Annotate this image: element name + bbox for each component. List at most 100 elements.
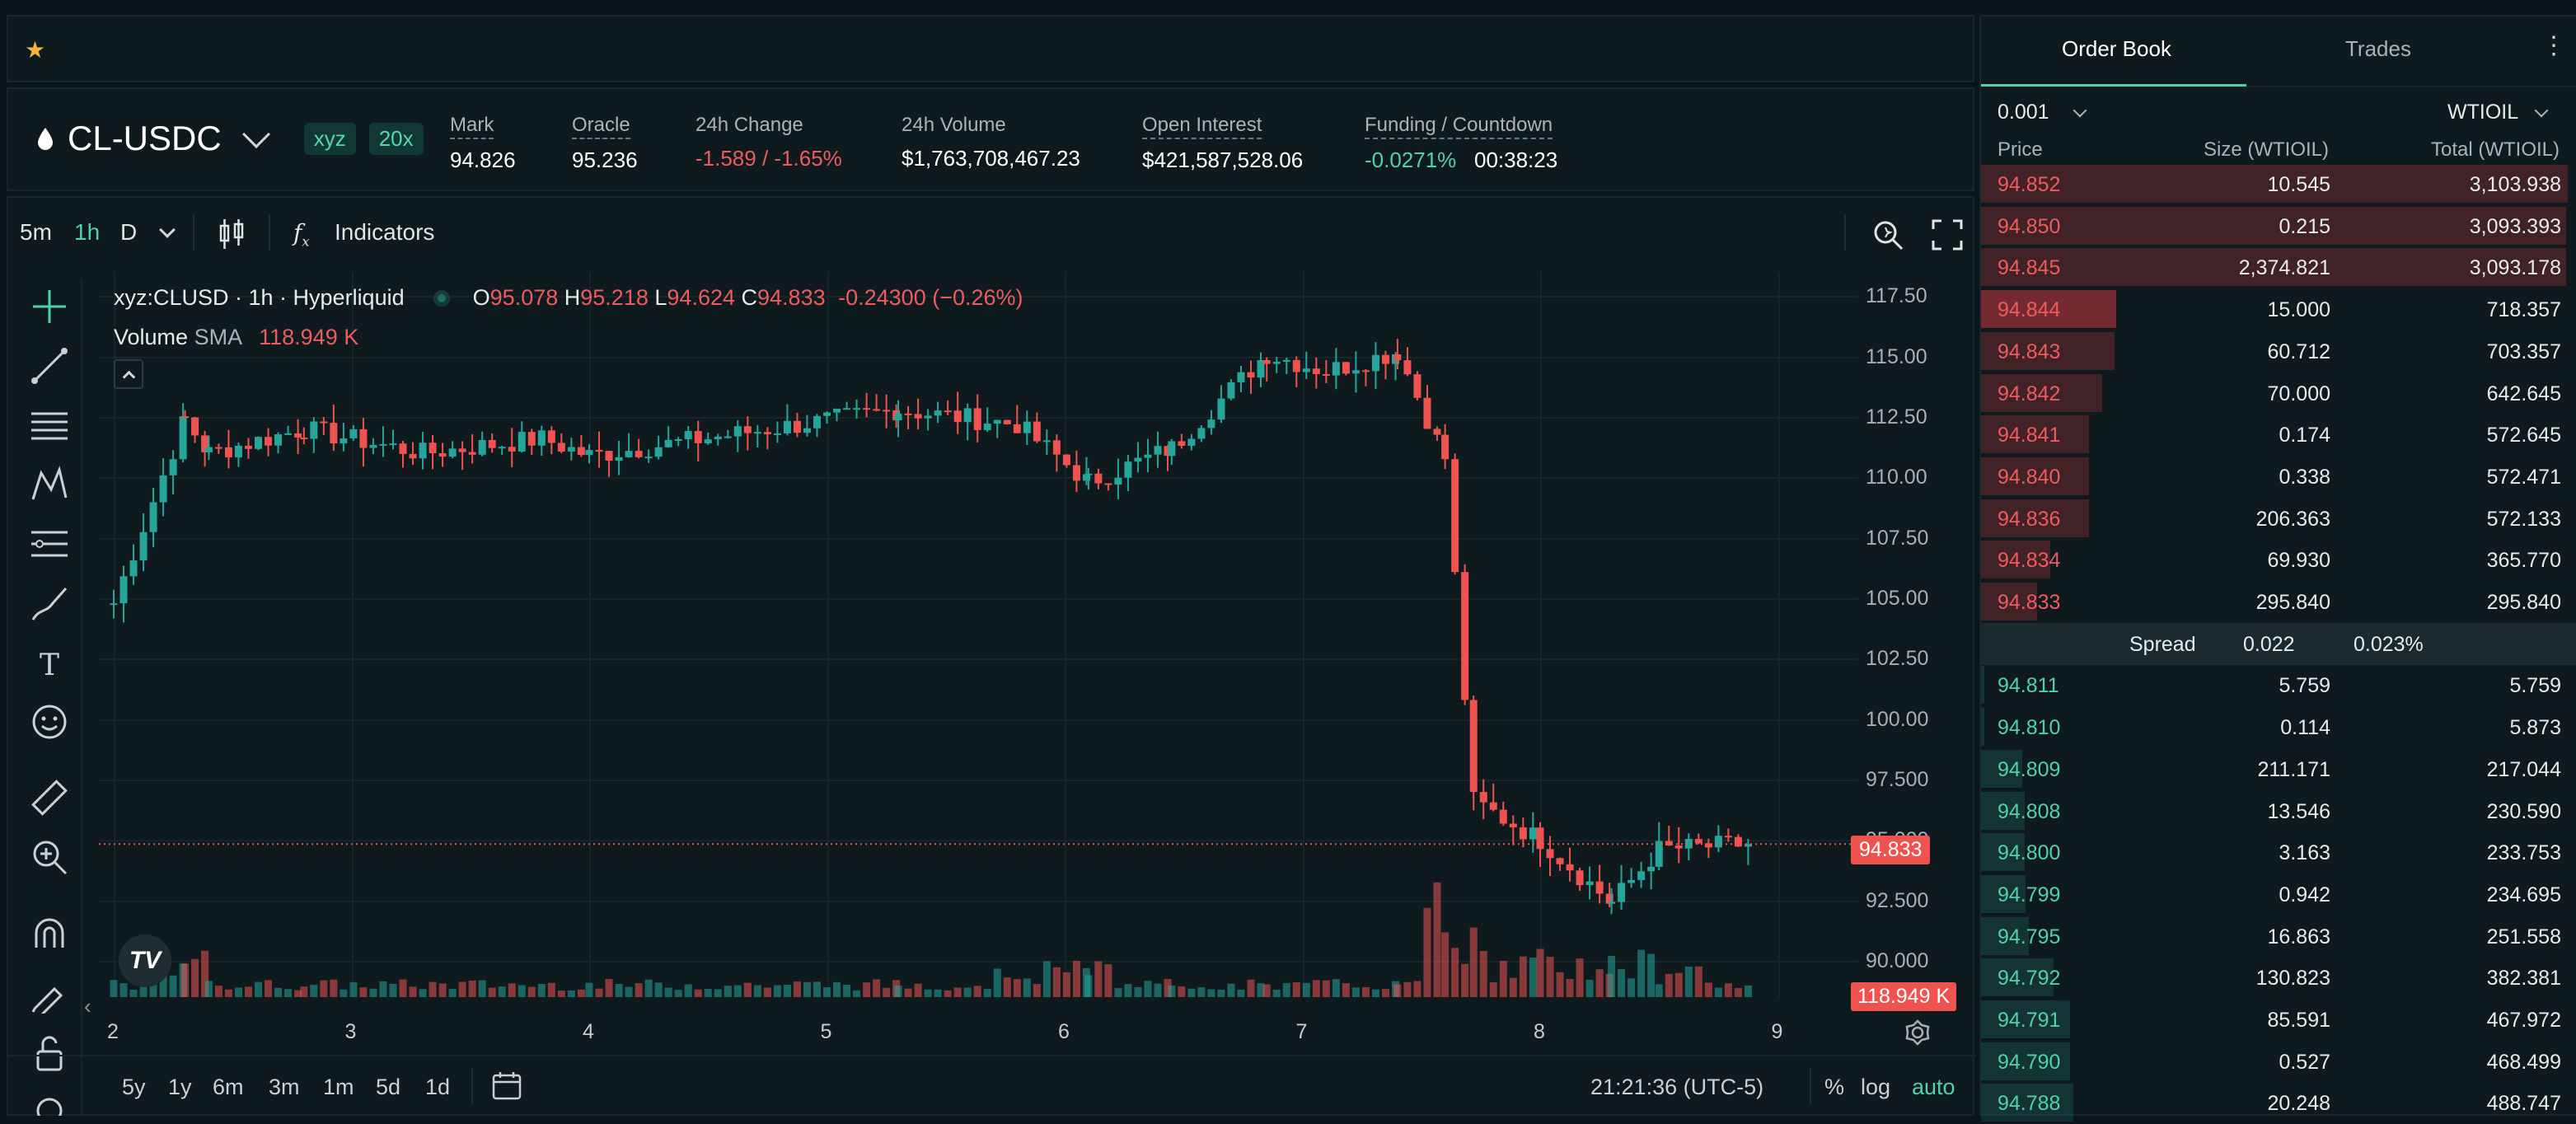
tab-trades[interactable]: Trades [2345, 36, 2411, 61]
candle [320, 421, 328, 424]
volume-bar [914, 983, 922, 997]
auto-scale-toggle[interactable]: auto [1912, 1075, 1955, 1099]
bid-row[interactable]: 94.795 16.863 251.558 [1981, 916, 2576, 958]
pattern-icon[interactable] [26, 465, 73, 511]
candle [265, 437, 273, 446]
ask-row[interactable]: 94.840 0.338 572.471 [1981, 456, 2576, 498]
tradingview-logo[interactable]: TV [119, 934, 171, 987]
ask-row[interactable]: 94.844 15.000 718.357 [1981, 288, 2576, 330]
candle [1094, 473, 1103, 484]
star-icon[interactable]: ★ [25, 37, 46, 63]
chevron-down-icon[interactable] [2534, 103, 2549, 118]
bid-row[interactable]: 94.808 13.546 230.590 [1981, 790, 2576, 832]
zoom-in-icon[interactable] [26, 837, 73, 883]
volume-bar [1519, 956, 1527, 997]
bid-row[interactable]: 94.799 0.942 234.695 [1981, 873, 2576, 916]
calendar-range-icon[interactable] [491, 1070, 524, 1103]
range-3m[interactable]: 3m [269, 1075, 300, 1099]
ask-row[interactable]: 94.843 60.712 703.357 [1981, 330, 2576, 372]
fullscreen-icon[interactable] [1932, 219, 1963, 251]
grid-line [99, 296, 1858, 298]
settings-gear-icon[interactable] [1904, 1019, 1932, 1047]
bid-row[interactable]: 94.791 85.591 467.972 [1981, 999, 2576, 1041]
more-options-icon[interactable]: ⋮ [2541, 32, 2566, 59]
ask-total: 572.471 [2486, 465, 2561, 489]
bid-size: 0.527 [2279, 1050, 2330, 1074]
function-icon[interactable]: fx [293, 219, 310, 250]
log-scale-toggle[interactable]: log [1861, 1075, 1891, 1099]
candle [129, 560, 138, 577]
range-1m[interactable]: 1m [323, 1075, 354, 1099]
indicators-button[interactable]: Indicators [335, 219, 435, 245]
volume-bar [1003, 977, 1011, 997]
bid-row[interactable]: 94.809 211.171 217.044 [1981, 748, 2576, 790]
unlock-icon[interactable] [26, 1033, 73, 1080]
range-1y[interactable]: 1y [168, 1075, 192, 1099]
interval-5m[interactable]: 5m [20, 219, 52, 245]
lock-drawing-icon[interactable] [26, 974, 73, 1020]
ask-row[interactable]: 94.834 69.930 365.770 [1981, 539, 2576, 581]
asset-select[interactable]: WTIOIL [2447, 101, 2519, 124]
volume-bar [201, 950, 209, 997]
chevron-down-icon[interactable] [2073, 103, 2087, 118]
interval-d[interactable]: D [120, 219, 138, 245]
horizontal-lines-icon[interactable] [26, 405, 73, 452]
candle [803, 428, 811, 433]
trend-line-icon[interactable] [26, 346, 73, 392]
ask-size: 15.000 [2267, 298, 2330, 322]
candlestick-chart[interactable] [99, 272, 1862, 997]
text-icon[interactable]: T [39, 649, 59, 682]
candle [1655, 841, 1663, 867]
ruler-icon[interactable] [26, 778, 73, 824]
ask-row[interactable]: 94.850 0.215 3,093.393 [1981, 205, 2576, 247]
ask-row[interactable]: 94.852 10.545 3,103.938 [1981, 163, 2576, 205]
bid-row[interactable]: 94.810 0.114 5.873 [1981, 706, 2576, 748]
ohlc-label: O [472, 285, 490, 310]
brush-icon[interactable] [26, 583, 73, 630]
bid-row[interactable]: 94.788 20.248 488.747 [1981, 1082, 2576, 1124]
candle [1413, 374, 1421, 398]
collapse-toolbar-icon[interactable]: ‹ [84, 994, 91, 1019]
range-1d[interactable]: 1d [425, 1075, 451, 1099]
volume-bar [265, 980, 273, 997]
depth-bar [1981, 916, 2029, 955]
collapse-legend-button[interactable] [114, 359, 143, 389]
emoji-icon[interactable] [26, 702, 73, 748]
bid-row[interactable]: 94.790 0.527 468.499 [1981, 1041, 2576, 1083]
range-5y[interactable]: 5y [122, 1075, 146, 1099]
favorites-bar: ★ [7, 15, 1974, 82]
tab-order-book[interactable]: Order Book [2062, 36, 2171, 61]
candle [1694, 839, 1703, 844]
ask-row[interactable]: 94.845 2,374.821 3,093.178 [1981, 246, 2576, 288]
y-tick-label: 105.00 [1866, 587, 1929, 610]
bid-row[interactable]: 94.800 3.163 233.753 [1981, 831, 2576, 873]
ask-row[interactable]: 94.842 70.000 642.645 [1981, 372, 2576, 414]
chevron-down-icon[interactable] [241, 120, 270, 148]
chevron-down-icon[interactable] [159, 222, 176, 238]
candle [1556, 858, 1564, 864]
ask-row[interactable]: 94.841 0.174 572.645 [1981, 414, 2576, 456]
pair-selector[interactable]: CL-USDC xyz 20x [36, 119, 424, 158]
range-5d[interactable]: 5d [376, 1075, 401, 1099]
bid-row[interactable]: 94.792 130.823 382.381 [1981, 957, 2576, 999]
volume-bar [1042, 961, 1051, 997]
ask-row[interactable]: 94.836 206.363 572.133 [1981, 498, 2576, 540]
candle-type-icon[interactable] [218, 218, 246, 251]
candle [664, 439, 672, 447]
volume-bar [904, 988, 912, 997]
crosshair-icon[interactable] [26, 287, 73, 333]
candle [458, 448, 466, 452]
magnet-icon[interactable] [26, 915, 73, 961]
eye-icon[interactable] [26, 1091, 73, 1116]
candle [159, 475, 167, 503]
interval-1h[interactable]: 1h [74, 219, 101, 245]
candle [863, 408, 871, 410]
tick-size-select[interactable]: 0.001 [1998, 101, 2049, 124]
ask-row[interactable]: 94.833 295.840 295.840 [1981, 581, 2576, 623]
candle [714, 436, 722, 440]
percent-scale-toggle[interactable]: % [1824, 1075, 1845, 1099]
zoom-search-icon[interactable] [1872, 219, 1905, 252]
fib-icon[interactable] [26, 524, 73, 570]
bid-row[interactable]: 94.811 5.759 5.759 [1981, 664, 2576, 706]
range-6m[interactable]: 6m [213, 1075, 244, 1099]
